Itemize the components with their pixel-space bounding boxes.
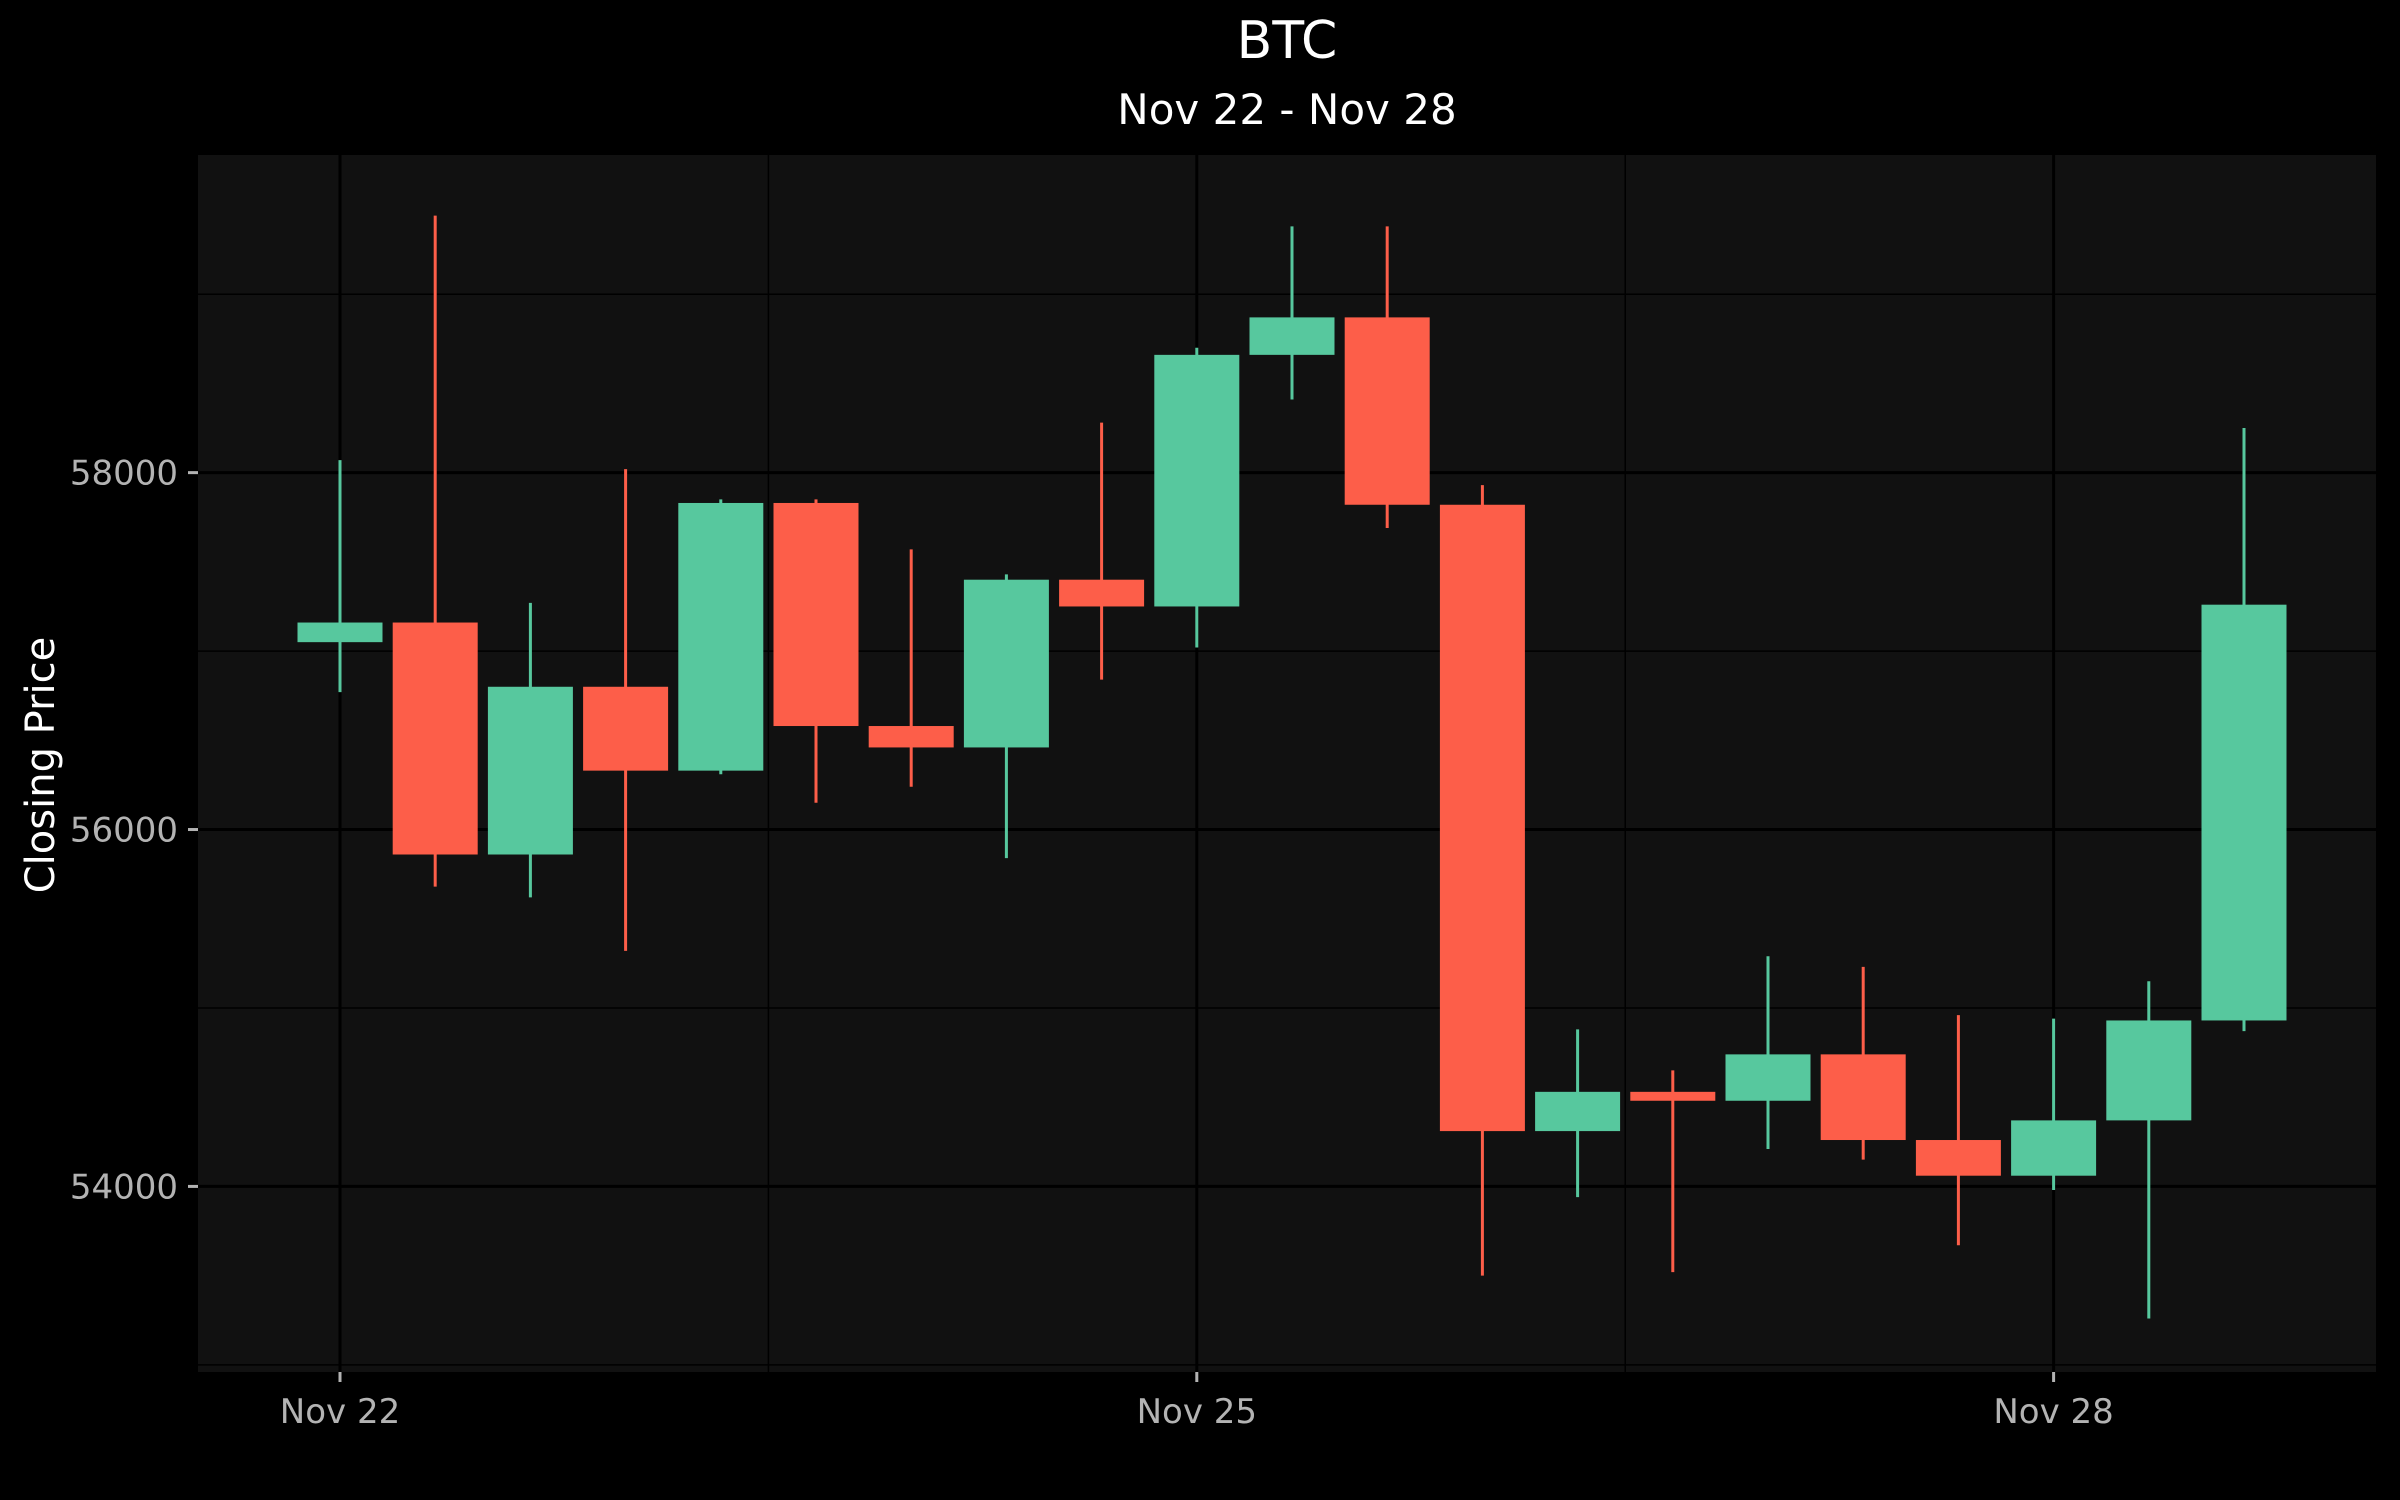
candle-decreasing	[1630, 1070, 1716, 1273]
candle-body	[1439, 504, 1525, 1132]
candle-body	[583, 686, 669, 771]
candle-body	[2011, 1120, 2097, 1176]
x-tick-label: Nov 28	[1993, 1392, 2113, 1432]
candle-increasing	[1725, 956, 1811, 1149]
candle-decreasing	[1915, 1015, 2001, 1246]
candle-body	[1059, 579, 1145, 607]
candle-body	[392, 622, 478, 855]
x-tick-label: Nov 25	[1137, 1392, 1257, 1432]
y-tick-label: 54000	[70, 1167, 178, 1207]
candle-decreasing	[1439, 485, 1525, 1276]
candle-decreasing	[1820, 966, 1906, 1160]
chart-subtitle: Nov 22 - Nov 28	[1117, 85, 1456, 134]
chart-title: BTC	[1237, 11, 1338, 71]
y-axis-label: Closing Price	[18, 637, 64, 894]
candle-body	[2106, 1020, 2192, 1121]
candle-increasing	[297, 460, 383, 693]
y-tick-label: 56000	[70, 811, 178, 851]
candle-body	[1915, 1140, 2001, 1176]
candle-decreasing	[773, 499, 859, 803]
candle-decreasing	[583, 469, 669, 951]
candle-decreasing	[392, 215, 478, 887]
candle-body	[1249, 317, 1335, 355]
candle-body	[773, 502, 859, 727]
candle-body	[963, 579, 1049, 748]
candle-decreasing	[868, 549, 954, 787]
candle-increasing	[2106, 981, 2192, 1319]
candle-body	[1535, 1091, 1621, 1132]
candle-increasing	[1535, 1029, 1621, 1198]
candle-body	[487, 686, 573, 855]
candle-body	[297, 622, 383, 643]
y-tick-label: 58000	[70, 454, 178, 494]
candle-body	[2201, 604, 2287, 1021]
candle-body	[678, 502, 764, 771]
axes: 54000 56000 58000 Nov 22 Nov 25 Nov 28	[70, 454, 2114, 1432]
candle-increasing	[1154, 347, 1240, 648]
candle-increasing	[1249, 226, 1335, 400]
candle-increasing	[963, 574, 1049, 859]
x-tick-label: Nov 22	[280, 1392, 400, 1432]
candle-body	[1154, 354, 1240, 607]
grid-lines	[198, 155, 2376, 1372]
candle-decreasing	[1344, 226, 1430, 528]
candle-decreasing	[1059, 422, 1145, 680]
candle-increasing	[2201, 428, 2287, 1032]
candle-body	[1820, 1054, 1906, 1141]
candle-increasing	[2011, 1018, 2097, 1190]
candle-body	[1344, 317, 1430, 505]
candles	[297, 215, 2287, 1319]
candle-increasing	[678, 499, 764, 775]
candle-body	[1725, 1054, 1811, 1101]
candle-increasing	[487, 602, 573, 898]
candle-body	[868, 726, 954, 748]
candle-body	[1630, 1091, 1716, 1101]
